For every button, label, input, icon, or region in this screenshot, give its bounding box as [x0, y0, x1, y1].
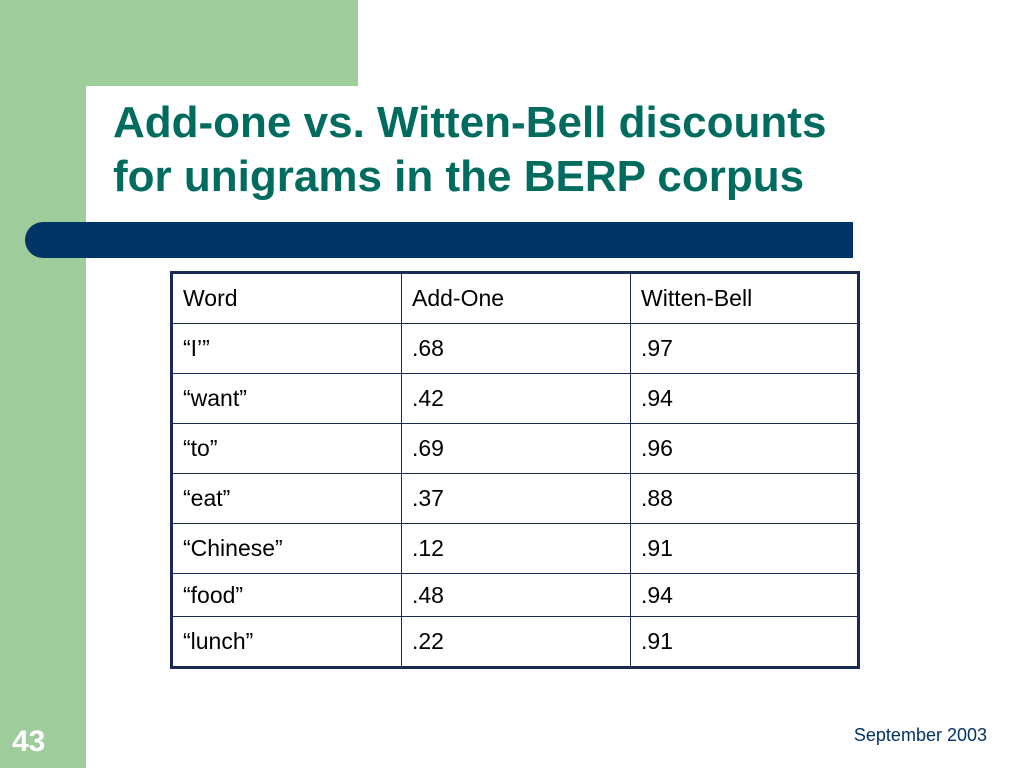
- cell-witten-bell: .94: [630, 573, 859, 617]
- cell-word: “want”: [171, 373, 402, 424]
- title-underline-bar: [25, 222, 853, 258]
- table-row: “food” .48 .94: [171, 573, 859, 617]
- cell-add-one: .48: [401, 573, 631, 617]
- cell-witten-bell: .97: [630, 323, 859, 374]
- table-row: “Chinese” .12 .91: [171, 523, 859, 574]
- discounts-table: Word Add-One Witten-Bell “I’” .68 .97 “w…: [170, 271, 860, 669]
- cell-word: “I’”: [171, 323, 402, 374]
- cell-witten-bell: .94: [630, 373, 859, 424]
- table-row: “to” .69 .96: [171, 423, 859, 474]
- green-top-band: [0, 0, 358, 86]
- cell-word: “lunch”: [171, 616, 402, 668]
- green-side-band: [0, 0, 86, 768]
- cell-word: “to”: [171, 423, 402, 474]
- table-row: “eat” .37 .88: [171, 473, 859, 524]
- table-header-row: Word Add-One Witten-Bell: [171, 272, 859, 324]
- cell-witten-bell: .96: [630, 423, 859, 474]
- cell-witten-bell: .88: [630, 473, 859, 524]
- cell-word: “food”: [171, 573, 402, 617]
- cell-word: “Chinese”: [171, 523, 402, 574]
- header-add-one: Add-One: [401, 272, 631, 324]
- cell-add-one: .22: [401, 616, 631, 668]
- table-row: “I’” .68 .97: [171, 323, 859, 374]
- slide-title-line-1: Add-one vs. Witten-Bell discounts: [113, 98, 827, 147]
- cell-witten-bell: .91: [630, 616, 859, 668]
- cell-witten-bell: .91: [630, 523, 859, 574]
- cell-add-one: .69: [401, 423, 631, 474]
- header-word: Word: [171, 272, 402, 324]
- cell-add-one: .37: [401, 473, 631, 524]
- slide-title: Add-one vs. Witten-Bell discounts for un…: [113, 96, 993, 204]
- slide-number: 43: [12, 725, 46, 758]
- cell-add-one: .42: [401, 373, 631, 424]
- cell-add-one: .12: [401, 523, 631, 574]
- table-row: “want” .42 .94: [171, 373, 859, 424]
- header-witten-bell: Witten-Bell: [630, 272, 859, 324]
- footer-date: September 2003: [853, 725, 987, 745]
- table-row: “lunch” .22 .91: [171, 616, 859, 668]
- cell-word: “eat”: [171, 473, 402, 524]
- slide-title-line-2: for unigrams in the BERP corpus: [113, 152, 805, 201]
- cell-add-one: .68: [401, 323, 631, 374]
